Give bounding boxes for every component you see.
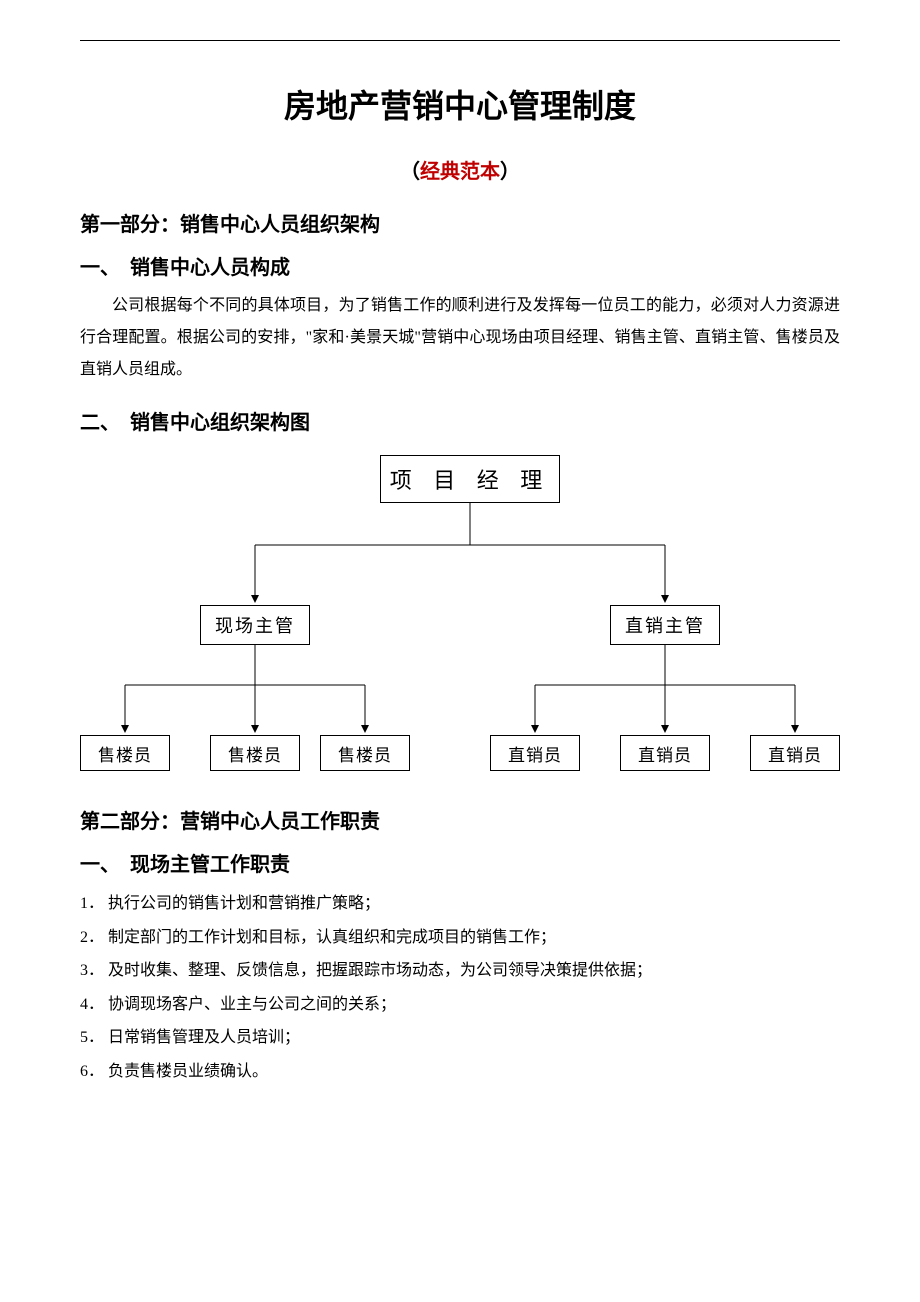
part2-heading: 第二部分：营销中心人员工作职责 xyxy=(80,805,840,834)
part1-sub1-heading: 一、 销售中心人员构成 xyxy=(80,251,840,280)
list-item: 2． 制定部门的工作计划和目标，认真组织和完成项目的销售工作； xyxy=(80,921,840,955)
org-node-sales-1: 售楼员 xyxy=(80,735,170,771)
org-node-site-supervisor: 现场主管 xyxy=(200,605,310,645)
part1-heading: 第一部分：销售中心人员组织架构 xyxy=(80,208,840,237)
list-item-text: 日常销售管理及人员培训； xyxy=(108,1021,300,1055)
list-item-text: 及时收集、整理、反馈信息，把握跟踪市场动态，为公司领导决策提供依据； xyxy=(108,954,652,988)
subtitle-close-paren: ） xyxy=(500,161,520,183)
org-chart: 项 目 经 理 现场主管 直销主管 售楼员 售楼员 售楼员 直销员 直销员 直销… xyxy=(80,455,840,775)
subtitle-open-paren: （ xyxy=(400,161,420,183)
list-item: 1． 执行公司的销售计划和营销推广策略； xyxy=(80,887,840,921)
org-node-sales-3: 售楼员 xyxy=(320,735,410,771)
part1-sub1-paragraph: 公司根据每个不同的具体项目，为了销售工作的顺利进行及发挥每一位员工的能力，必须对… xyxy=(80,290,840,386)
part2-sub1-heading: 一、 现场主管工作职责 xyxy=(80,848,840,877)
list-item: 3． 及时收集、整理、反馈信息，把握跟踪市场动态，为公司领导决策提供依据； xyxy=(80,954,840,988)
list-item-text: 负责售楼员业绩确认。 xyxy=(108,1055,268,1089)
org-chart-connectors xyxy=(80,455,840,775)
part1-sub2-heading: 二、 销售中心组织架构图 xyxy=(80,406,840,435)
list-item-text: 执行公司的销售计划和营销推广策略； xyxy=(108,887,380,921)
list-item: 6． 负责售楼员业绩确认。 xyxy=(80,1055,840,1089)
document-page: 房地产营销中心管理制度 （经典范本） 第一部分：销售中心人员组织架构 一、 销售… xyxy=(0,0,920,1149)
list-item-text: 协调现场客户、业主与公司之间的关系； xyxy=(108,988,396,1022)
org-node-root: 项 目 经 理 xyxy=(380,455,560,503)
org-node-direct-2: 直销员 xyxy=(620,735,710,771)
org-node-direct-supervisor: 直销主管 xyxy=(610,605,720,645)
list-item-number: 3． xyxy=(80,954,108,988)
document-subtitle: （经典范本） xyxy=(80,155,840,184)
top-horizontal-rule xyxy=(80,40,840,41)
list-item-number: 5． xyxy=(80,1021,108,1055)
list-item-number: 2． xyxy=(80,921,108,955)
list-item-number: 6． xyxy=(80,1055,108,1089)
subtitle-red-text: 经典范本 xyxy=(420,161,500,183)
duties-list: 1． 执行公司的销售计划和营销推广策略； 2． 制定部门的工作计划和目标，认真组… xyxy=(80,887,840,1089)
list-item: 4． 协调现场客户、业主与公司之间的关系； xyxy=(80,988,840,1022)
list-item: 5． 日常销售管理及人员培训； xyxy=(80,1021,840,1055)
org-node-direct-3: 直销员 xyxy=(750,735,840,771)
document-title: 房地产营销中心管理制度 xyxy=(80,81,840,127)
org-node-sales-2: 售楼员 xyxy=(210,735,300,771)
org-node-direct-1: 直销员 xyxy=(490,735,580,771)
list-item-number: 4． xyxy=(80,988,108,1022)
list-item-text: 制定部门的工作计划和目标，认真组织和完成项目的销售工作； xyxy=(108,921,556,955)
list-item-number: 1． xyxy=(80,887,108,921)
